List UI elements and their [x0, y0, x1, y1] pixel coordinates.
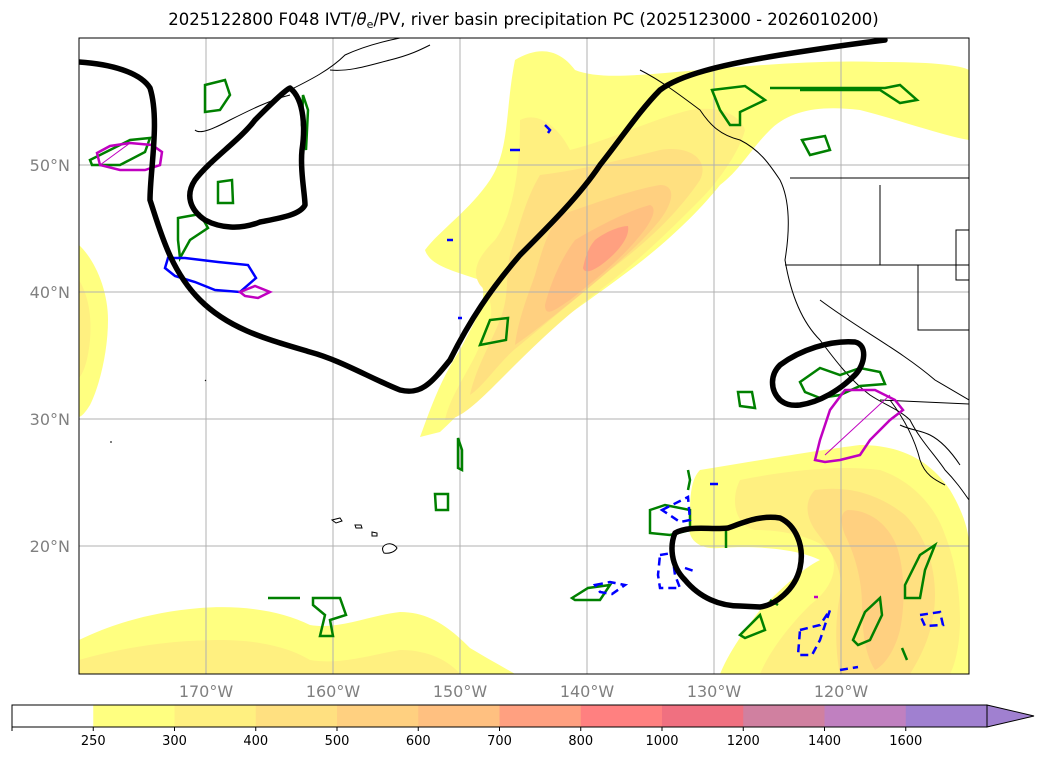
lon-label-130w: 130°W	[687, 682, 742, 701]
colorbar-tick-label-700: 700	[487, 734, 512, 749]
lon-label-150w: 150°W	[433, 682, 488, 701]
title-prefix: 2025122800 F048 IVT/	[168, 10, 357, 29]
colorbar-tick-label-400: 400	[243, 734, 268, 749]
colorbar: 250 300 400 500 600 700 800 1000 1200 1400 1600	[11, 704, 1035, 749]
colorbar-segment-6	[499, 705, 582, 727]
colorbar-extend-arrow	[986, 704, 1035, 728]
lat-label-30: 30°N	[30, 410, 70, 429]
map-content	[79, 38, 969, 674]
colorbar-segment-9	[743, 705, 825, 727]
colorbar-ticks: 250 300 400 500 600 700 800 1000 1200 1400 1600	[11, 727, 922, 749]
precip-pc-green-contours	[88, 78, 938, 661]
lat-label-20: 20°N	[30, 537, 70, 556]
ivt-black-contours	[79, 38, 888, 610]
lat-label-40: 40°N	[30, 283, 70, 302]
lat-label-50: 50°N	[30, 156, 70, 175]
title-suffix: /PV, river basin precipitation PC (20251…	[373, 10, 879, 29]
colorbar-tick-label-800: 800	[568, 734, 593, 749]
colorbar-segment-1	[93, 705, 175, 727]
colorbar-tick-label-1200: 1200	[727, 734, 760, 749]
latitude-labels: 50°N 40°N 30°N 20°N	[30, 156, 70, 556]
figure-title: 2025122800 F048 IVT/θe/PV, river basin p…	[0, 10, 1047, 31]
colorbar-tick-label-1400: 1400	[808, 734, 841, 749]
colorbar-tick-label-600: 600	[406, 734, 431, 749]
colorbar-tick-label-250: 250	[81, 734, 106, 749]
colorbar-tick-label-300: 300	[162, 734, 187, 749]
longitude-labels: 170°W 160°W 150°W 140°W 130°W 120°W	[179, 682, 869, 701]
colorbar-segment-4	[337, 705, 419, 727]
lon-label-140w: 140°W	[560, 682, 615, 701]
title-theta: θ	[356, 10, 367, 29]
precip-pc-blue-contours	[163, 124, 945, 672]
title-theta-sub: e	[366, 18, 374, 31]
ivt-fill-300-west	[79, 280, 91, 378]
lon-label-120w: 120°W	[814, 682, 869, 701]
colorbar-tick-label-1600: 1600	[889, 734, 922, 749]
ivt-fill-250-west	[79, 245, 108, 417]
ivt-fill-300-south	[79, 640, 460, 674]
map-frame	[78, 37, 970, 675]
colorbar-segment-10	[824, 705, 907, 727]
colorbar-segments	[12, 705, 988, 727]
colorbar-segment-0	[12, 705, 94, 727]
colorbar-segment-5	[418, 705, 500, 727]
colorbar-segment-7	[580, 705, 663, 727]
colorbar-segment-3	[255, 705, 338, 727]
lon-label-160w: 160°W	[306, 682, 361, 701]
colorbar-segment-11	[905, 705, 988, 727]
colorbar-segment-8	[662, 705, 744, 727]
ivt-fill-500-southeast	[841, 510, 904, 670]
colorbar-segment-2	[174, 705, 257, 727]
ivt-fill-700-northeast	[583, 226, 629, 272]
precip-pc-magenta-contours	[95, 141, 905, 599]
colorbar-tick-label-1000: 1000	[645, 734, 678, 749]
colorbar-tick-label-500: 500	[325, 734, 350, 749]
lon-label-170w: 170°W	[179, 682, 234, 701]
